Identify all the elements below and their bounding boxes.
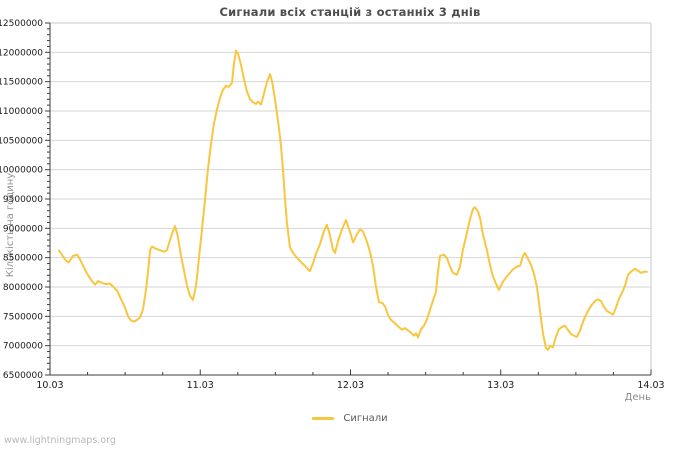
y-tick-label: 9500000 (3, 195, 43, 205)
y-tick-label: 12500000 (0, 19, 43, 29)
x-tick-label: 12.03 (337, 380, 364, 391)
x-tick-label: 13.03 (487, 380, 514, 391)
x-tick-label: 11.03 (187, 380, 214, 391)
y-tick-label: 8000000 (3, 283, 43, 293)
watermark: www.lightningmaps.org (4, 435, 116, 446)
series-line-signals (58, 49, 648, 351)
y-tick-label: 7500000 (3, 312, 43, 322)
y-tick-label: 11000000 (0, 107, 43, 117)
y-tick-label: 12000000 (0, 48, 43, 58)
legend: Сигнали (0, 413, 700, 424)
chart-title: Сигнали всіх станцій з останніх 3 днів (219, 5, 481, 19)
y-tick-label: 10500000 (0, 136, 43, 146)
x-axis-title: День (624, 392, 651, 403)
y-tick-label: 10000000 (0, 166, 43, 176)
y-tick-label: 11500000 (0, 78, 43, 88)
x-tick-label: 10.03 (36, 380, 63, 391)
y-tick-label: 9000000 (3, 224, 43, 234)
legend-line-swatch (312, 417, 335, 420)
y-tick-label: 6500000 (3, 371, 43, 381)
y-tick-label: 7000000 (3, 342, 43, 352)
x-tick-label: 14.03 (637, 380, 664, 391)
y-tick-label: 8500000 (3, 254, 43, 264)
legend-series-label: Сигнали (343, 413, 388, 424)
